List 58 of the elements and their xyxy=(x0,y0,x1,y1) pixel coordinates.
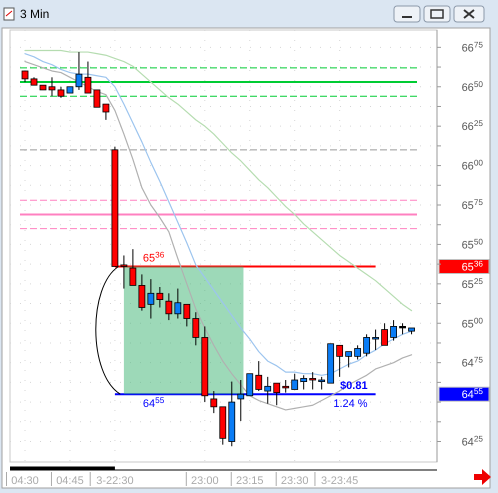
candlestick xyxy=(309,372,316,390)
candlestick xyxy=(147,278,154,320)
candlestick xyxy=(372,329,379,351)
candlestick xyxy=(381,322,388,346)
candlestick xyxy=(183,304,190,327)
x-tick-label: 23:30 xyxy=(280,475,308,487)
candlestick xyxy=(192,312,200,346)
y-tick-label: 66$^{75}$ xyxy=(462,40,484,54)
candlestick xyxy=(138,274,146,312)
y-tick-label: 65$^{25}$ xyxy=(462,276,484,291)
y-tick-label: 64$^{75}$ xyxy=(462,355,484,370)
candlestick xyxy=(354,344,362,360)
y-tick-label: 66$^{00}$ xyxy=(462,158,484,173)
candlestick xyxy=(165,292,172,321)
y-tick-label: 65$^{50}$ xyxy=(462,236,484,252)
y-tick-label: 66$^{50}$ xyxy=(462,79,484,94)
candlestick xyxy=(390,320,397,342)
candlestick xyxy=(255,360,262,392)
x-tick-label: 3-23:45 xyxy=(320,475,358,487)
y-tick-label: 65$^{75}$ xyxy=(462,198,484,212)
candlestick xyxy=(237,380,244,422)
candlestick xyxy=(264,376,272,404)
x-tick-label: 23:00 xyxy=(191,475,219,487)
candlestick xyxy=(336,344,344,378)
candlestick xyxy=(22,70,28,83)
candlestick xyxy=(273,382,280,406)
annotation: 1.24 % xyxy=(333,398,368,410)
candlestick xyxy=(156,286,164,308)
candlestick xyxy=(94,90,100,108)
y-tick-label: 66$^{25}$ xyxy=(462,118,484,134)
annotation: $0.81 xyxy=(340,380,368,392)
candlestick xyxy=(102,104,110,120)
x-tick-label: 23:15 xyxy=(236,475,264,487)
candlestick xyxy=(58,86,64,98)
y-tick-label: 65$^{00}$ xyxy=(462,316,484,330)
x-tick-label: 3-22:30 xyxy=(96,475,134,487)
candlestick xyxy=(76,52,82,90)
candlestick xyxy=(345,351,352,368)
candlestick xyxy=(48,76,56,97)
candlestick xyxy=(174,288,182,320)
chart-title: 3 Min xyxy=(20,7,50,21)
x-tick-label: 04:45 xyxy=(56,475,84,487)
candlestick xyxy=(318,376,326,390)
candlestick xyxy=(246,373,254,396)
line-series xyxy=(24,50,412,312)
candlestick xyxy=(282,380,290,394)
annotation: 65$^{36}$ xyxy=(142,250,165,264)
candlestick xyxy=(300,374,308,390)
y-tick-label: 64$^{25}$ xyxy=(462,434,484,449)
x-tick-label: 04:30 xyxy=(11,475,39,487)
text: 64$^{55}$ xyxy=(462,386,484,402)
candlestick xyxy=(210,390,218,414)
text: 65$^{36}$ xyxy=(462,258,484,274)
candlestick xyxy=(363,334,370,357)
candlestick xyxy=(84,61,92,94)
candlestick xyxy=(399,322,406,335)
candlestick xyxy=(291,373,298,390)
annotation: 64$^{55}$ xyxy=(142,396,165,410)
